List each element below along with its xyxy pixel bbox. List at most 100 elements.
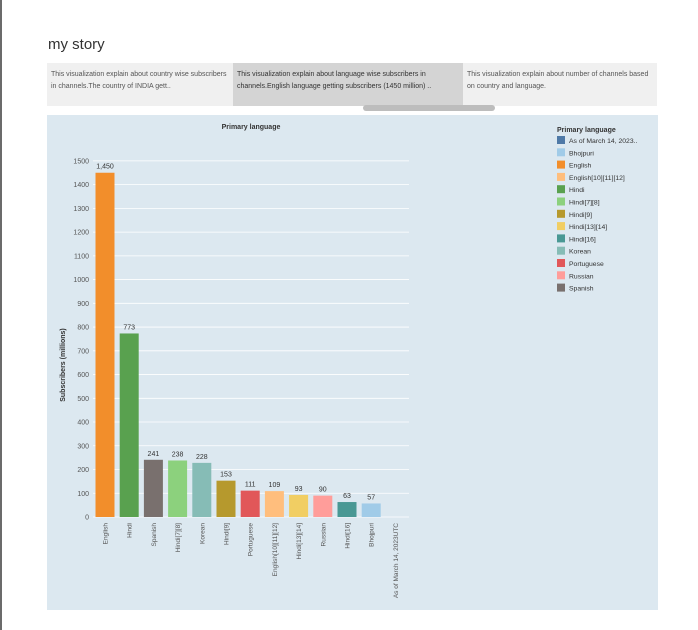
y-tick-label: 600 (77, 372, 89, 379)
y-tick-label: 1000 (73, 277, 89, 284)
legend-label: Portuguese (569, 261, 604, 268)
y-tick-label: 200 (77, 467, 89, 474)
x-tick-label: English[10][11][12] (272, 523, 279, 577)
legend-swatch (557, 209, 565, 218)
bar-chart: 1,450 773 241 238 228 153 111 109 93 90 63 57 0 100 2… (60, 124, 637, 598)
legend-swatch (557, 172, 565, 181)
y-axis-label: Subscribers (millions) (60, 328, 67, 402)
bar-value-label: 57 (367, 494, 375, 501)
legend-swatch (557, 283, 565, 292)
legend-item[interactable]: Hindi (557, 185, 585, 194)
legend-label: English (569, 163, 592, 170)
legend-swatch (557, 136, 565, 144)
legend-item[interactable]: Korean (557, 246, 591, 256)
legend-swatch (557, 148, 565, 157)
bar-value-label: 1,450 (96, 164, 114, 171)
bar[interactable] (264, 491, 284, 517)
story-tabs: This visualization explain about country… (47, 63, 657, 106)
legend-item[interactable]: Bhojpuri (557, 148, 594, 157)
x-tick-label: Russian (320, 523, 327, 547)
bar[interactable] (95, 172, 115, 517)
x-tick-label: Spanish (151, 523, 158, 547)
legend-item[interactable]: As of March 14, 2023.. (557, 136, 637, 145)
bar-value-label: 238 (172, 451, 184, 458)
y-tick-label: 1400 (73, 182, 89, 189)
bar-value-label: 153 (220, 472, 232, 479)
bar[interactable] (143, 459, 163, 517)
legend-label: Bhojpuri (569, 150, 594, 157)
legend: Primary language As of March 14, 2023.. B… (557, 127, 637, 293)
story-scrollbar[interactable] (363, 105, 495, 111)
bar-value-label: 63 (343, 493, 351, 500)
chart-panel: 1,450 773 241 238 228 153 111 109 93 90 63 57 0 100 2… (47, 115, 658, 610)
y-tick-label: 900 (77, 301, 89, 308)
legend-item[interactable]: English (557, 160, 592, 170)
bar-value-label: 90 (319, 487, 327, 494)
legend-label: Hindi[13][14] (569, 224, 607, 231)
bar[interactable] (337, 502, 357, 517)
y-tick-label: 0 (85, 515, 89, 522)
x-tick-label: Hindi[13][14] (296, 523, 303, 560)
bar[interactable] (289, 494, 309, 517)
legend-swatch (557, 246, 565, 255)
y-tick-label: 400 (77, 420, 89, 427)
legend-item[interactable]: Hindi[7][8] (557, 197, 600, 207)
y-tick-label: 800 (77, 325, 89, 332)
bar-value-label: 241 (148, 451, 160, 458)
bar[interactable] (240, 490, 260, 517)
bar[interactable] (168, 460, 188, 517)
x-tick-label: Bhojpuri (369, 523, 376, 547)
story-point-tab-language[interactable]: This visualization explain about languag… (233, 63, 463, 106)
legend-item[interactable]: Hindi[16] (557, 234, 596, 243)
story-point-text: This visualization explain about country… (51, 71, 227, 90)
legend-label: Korean (569, 249, 591, 256)
y-tick-label: 300 (77, 443, 89, 450)
legend-item[interactable]: Portuguese (557, 259, 604, 268)
bar-value-label: 93 (295, 486, 303, 493)
legend-item[interactable]: Russian (557, 271, 594, 280)
bar[interactable] (361, 503, 381, 517)
bar[interactable] (216, 480, 236, 517)
x-tick-label: Hindi (127, 523, 134, 538)
legend-label: Hindi[9] (569, 212, 592, 219)
x-tick-label: Hindi[7][8] (175, 523, 182, 552)
story-point-text: This visualization explain about languag… (237, 71, 432, 90)
legend-item[interactable]: Spanish (557, 283, 594, 293)
legend-item[interactable]: English[10][11][12] (557, 172, 625, 182)
story-point-tab-country[interactable]: This visualization explain about country… (47, 63, 233, 106)
bar[interactable] (192, 462, 212, 517)
y-tick-label: 1100 (74, 253, 89, 260)
legend-swatch (557, 271, 565, 280)
y-tick-label: 1300 (73, 206, 89, 213)
y-tick-label: 1200 (73, 230, 89, 237)
legend-item[interactable]: Hindi[9] (557, 209, 592, 219)
y-tick-label: 1500 (73, 158, 89, 165)
legend-label: Hindi[7][8] (569, 200, 600, 207)
bar-value-label: 111 (245, 482, 256, 489)
chart-title: Primary language (222, 124, 281, 131)
legend-label: Spanish (569, 286, 594, 293)
story-point-text: This visualization explain about number … (467, 71, 649, 90)
legend-item[interactable]: Hindi[13][14] (557, 222, 607, 231)
x-tick-label: Hindi[16] (345, 523, 352, 549)
legend-swatch (557, 185, 565, 194)
legend-swatch (557, 234, 565, 243)
x-tick-label: English (103, 523, 110, 545)
bar-value-label: 773 (123, 324, 135, 331)
legend-title: Primary language (557, 127, 616, 134)
bar[interactable] (313, 495, 333, 517)
legend-label: Hindi[16] (569, 236, 596, 243)
y-tick-label: 500 (77, 396, 89, 403)
x-tick-label: Portuguese (248, 523, 255, 557)
legend-label: English[10][11][12] (569, 175, 625, 182)
legend-swatch (557, 160, 565, 169)
story-point-tab-channels[interactable]: This visualization explain about number … (463, 63, 657, 106)
y-tick-label: 700 (77, 348, 89, 355)
x-tick-label: As of March 14, 2023UTC (393, 523, 400, 598)
bar[interactable] (119, 333, 139, 517)
legend-swatch (557, 197, 565, 206)
legend-swatch (557, 222, 565, 231)
window-left-border (0, 0, 2, 630)
x-tick-label: Hindi[9] (224, 523, 231, 545)
x-tick-label: Korean (199, 523, 206, 544)
